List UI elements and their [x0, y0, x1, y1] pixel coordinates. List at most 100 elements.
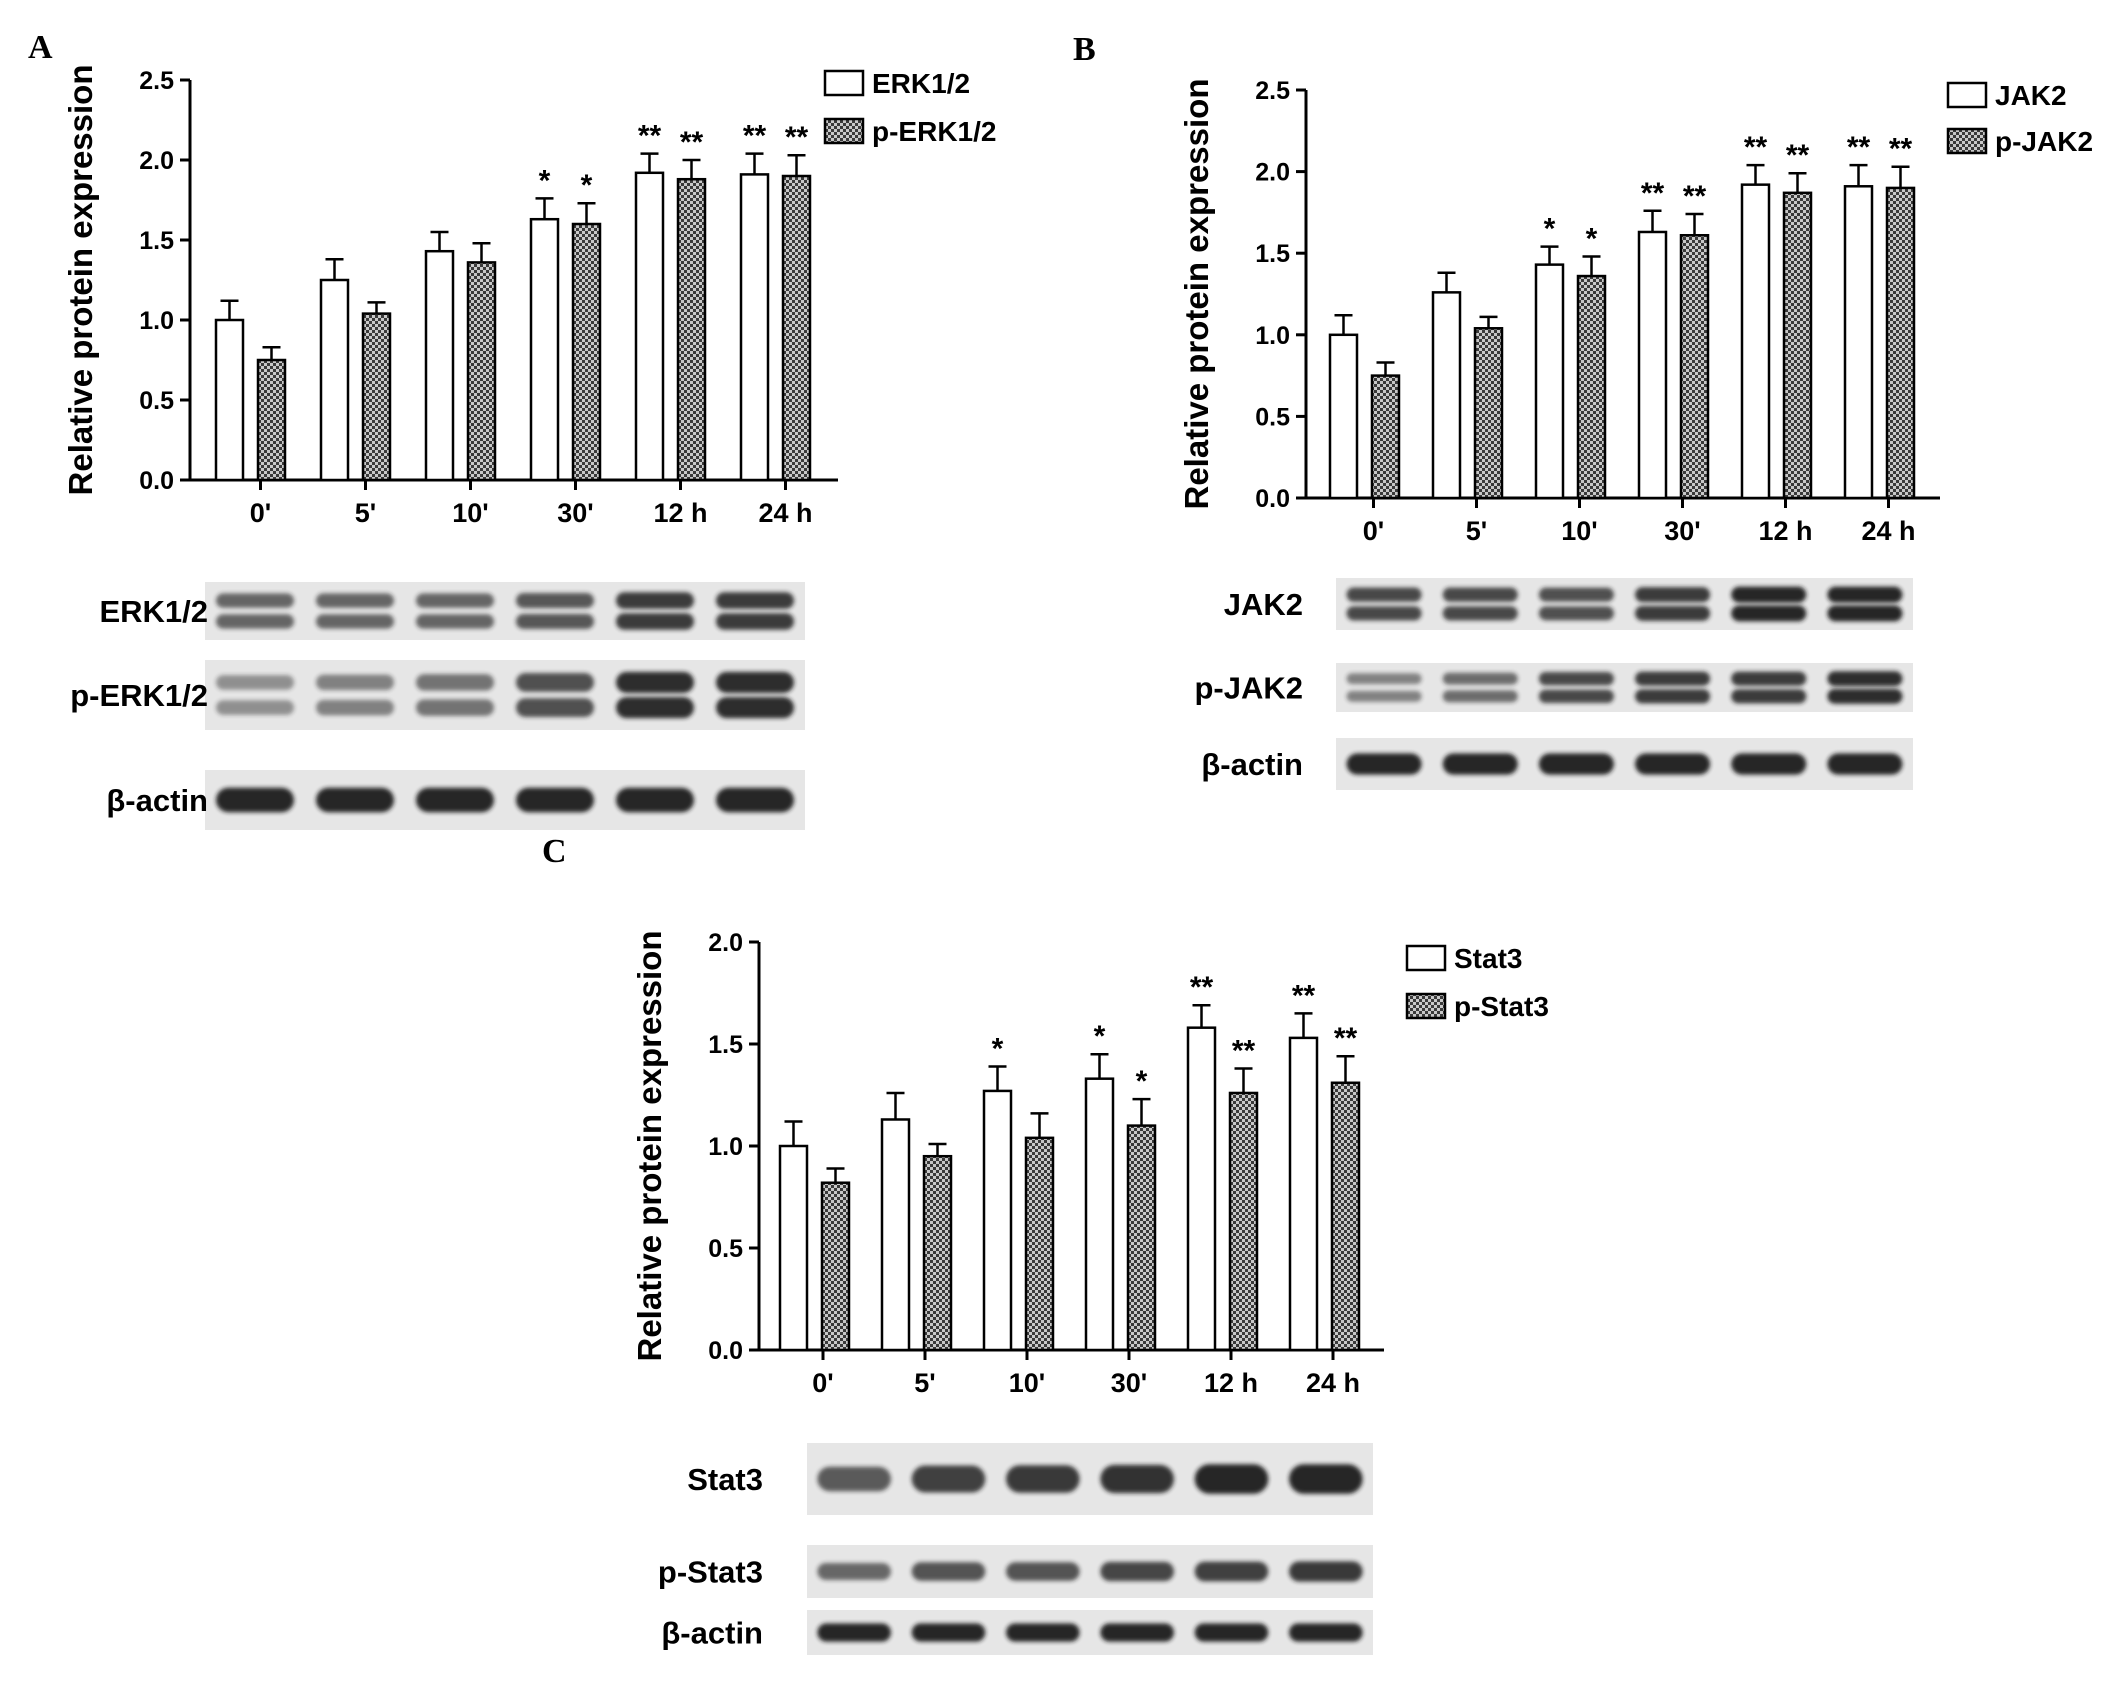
bar-hatched: [1126, 1124, 1157, 1352]
blot-band: [1827, 586, 1903, 603]
blot-band: [1635, 671, 1711, 686]
bar-open: [634, 171, 665, 482]
legend-label: ERK1/2: [872, 68, 970, 99]
legend-swatch: [1946, 81, 1988, 109]
blot-band: [1538, 587, 1614, 602]
significance-label: **: [1847, 131, 1871, 164]
blot-band: [1538, 753, 1614, 775]
blot-band: [516, 673, 594, 692]
significance-label: **: [1889, 133, 1913, 166]
y-axis-label: Relative protein expression: [631, 931, 668, 1362]
x-tick-label: 0': [250, 498, 271, 528]
bar-open: [1637, 230, 1668, 500]
bar-hatched: [1228, 1091, 1259, 1352]
y-tick-label: 0.0: [1255, 485, 1290, 513]
blot-membrane: [1336, 578, 1913, 630]
blot-band: [1194, 1623, 1269, 1642]
blot-band: [216, 614, 294, 629]
bar-open: [1843, 185, 1874, 500]
bar-hatched: [1370, 374, 1401, 500]
significance-label: *: [1136, 1065, 1148, 1098]
blot-row-actin: β-actin: [1201, 738, 1913, 790]
x-tick-label: 24 h: [758, 498, 812, 528]
blot-band: [1731, 586, 1807, 603]
panel-letter: C: [542, 833, 567, 870]
y-tick-label: 0.5: [139, 387, 174, 415]
x-tick-label: 10': [452, 498, 488, 528]
blot-row-label: p-Stat3: [658, 1555, 763, 1590]
significance-label: *: [581, 169, 593, 202]
y-tick-label: 1.0: [139, 307, 174, 335]
bar-open: [1534, 263, 1565, 500]
bar-hatched: [1330, 1081, 1361, 1352]
bar-hatched: [781, 174, 812, 482]
blot-band: [1289, 1623, 1363, 1642]
blot-row-total: ERK1/2: [99, 582, 805, 640]
blot-band: [316, 699, 394, 716]
bar-open: [880, 1118, 911, 1352]
legend-swatch: [823, 117, 865, 145]
bar-hatched: [1576, 274, 1607, 500]
blot-band: [716, 592, 794, 609]
bar-hatched: [361, 312, 392, 482]
blot-band: [1731, 753, 1807, 775]
significance-label: **: [1292, 979, 1316, 1012]
western-blot: ERK1/2 p-ERK1/2 β-actin: [70, 582, 805, 830]
blot-band: [1731, 671, 1807, 686]
blot-band: [911, 1623, 986, 1642]
significance-label: *: [539, 164, 551, 197]
y-tick-label: 1.5: [1255, 240, 1290, 268]
significance-label: *: [992, 1032, 1004, 1065]
bar-open: [739, 173, 770, 482]
blot-band: [1346, 606, 1422, 621]
blot-band: [1346, 587, 1422, 602]
blot-band: [1289, 1561, 1363, 1582]
bar-open: [214, 318, 245, 482]
blot-band: [316, 674, 394, 691]
blot-band: [1006, 1623, 1080, 1642]
blot-band: [1006, 1562, 1080, 1581]
blot-row-label: p-JAK2: [1194, 671, 1303, 706]
bar-open: [1288, 1036, 1319, 1352]
legend-label: p-JAK2: [1995, 126, 2093, 157]
significance-label: **: [680, 126, 704, 159]
significance-label: **: [785, 121, 809, 154]
blot-membrane: [1336, 663, 1913, 712]
blot-band: [817, 1466, 891, 1492]
blot-band: [1731, 689, 1807, 704]
legend-label: p-ERK1/2: [872, 116, 996, 147]
blot-band: [1100, 1561, 1174, 1582]
bar-hatched: [256, 358, 287, 482]
blot-band: [1442, 587, 1518, 602]
blot-band: [416, 787, 494, 813]
bar-hatched: [676, 177, 707, 482]
blot-membrane: [205, 770, 805, 830]
bar-open: [319, 278, 350, 482]
panel-b: B Relative protein expression 0.0 0.5 1.0 1.5…: [1073, 31, 2093, 790]
bar-open: [778, 1144, 809, 1352]
blot-membrane: [205, 660, 805, 730]
significance-label: **: [1190, 971, 1214, 1004]
bar-hatched: [571, 222, 602, 482]
blot-band: [316, 787, 394, 813]
bar-open: [1084, 1077, 1115, 1352]
blot-row-total: Stat3: [687, 1443, 1373, 1515]
y-axis-label: Relative protein expression: [62, 65, 99, 496]
x-tick-label: 24 h: [1861, 516, 1915, 546]
x-tick-label: 10': [1009, 1368, 1045, 1398]
y-tick-label: 2.0: [139, 147, 174, 175]
western-blot: Stat3 p-Stat3 β-actin: [658, 1443, 1373, 1655]
blot-band: [1635, 753, 1711, 775]
bar-open: [529, 217, 560, 482]
blot-band: [1346, 690, 1422, 702]
y-axis-label: Relative protein expression: [1178, 79, 1215, 510]
blot-band: [316, 593, 394, 608]
blot-band: [1100, 1464, 1174, 1494]
blot-band: [1538, 606, 1614, 621]
blot-band: [616, 787, 694, 813]
bar-hatched: [1473, 327, 1504, 500]
blot-band: [216, 593, 294, 608]
blot-row-label: ERK1/2: [99, 594, 208, 629]
